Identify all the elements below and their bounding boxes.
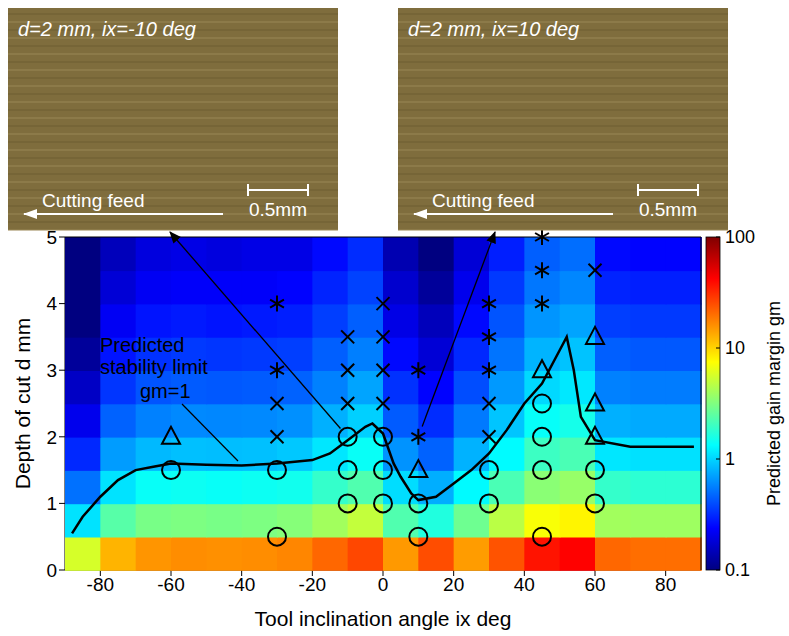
svg-text:Cutting feed: Cutting feed [42,190,144,211]
svg-text:-80: -80 [87,574,114,595]
svg-text:Predicted gain margin gm: Predicted gain margin gm [764,301,784,506]
svg-text:d=2 mm, ix=10 deg: d=2 mm, ix=10 deg [408,18,579,40]
svg-text:0.5mm: 0.5mm [249,199,307,220]
svg-text:gm=1: gm=1 [140,380,191,402]
svg-text:40: 40 [514,574,535,595]
svg-text:5: 5 [46,227,57,248]
svg-text:2: 2 [46,427,57,448]
svg-text:d=2 mm, ix=-10 deg: d=2 mm, ix=-10 deg [18,18,196,40]
svg-text:20: 20 [443,574,464,595]
svg-text:1: 1 [46,493,57,514]
svg-text:-20: -20 [299,574,326,595]
svg-text:Tool inclination angle ix deg: Tool inclination angle ix deg [255,607,512,630]
svg-text:1: 1 [725,449,735,469]
svg-text:0: 0 [46,560,57,581]
svg-text:80: 80 [655,574,676,595]
svg-text:0.1: 0.1 [725,560,750,580]
svg-text:0: 0 [378,574,389,595]
svg-text:3: 3 [46,360,57,381]
svg-text:-60: -60 [157,574,184,595]
svg-text:100: 100 [725,227,755,247]
svg-text:Depth of cut d mm: Depth of cut d mm [11,318,34,490]
svg-text:4: 4 [46,293,57,314]
svg-text:0.5mm: 0.5mm [639,199,697,220]
svg-text:stability limit: stability limit [100,356,208,378]
svg-text:Predicted: Predicted [100,334,185,356]
svg-text:10: 10 [725,338,745,358]
svg-text:-40: -40 [228,574,255,595]
svg-text:60: 60 [584,574,605,595]
svg-text:Cutting feed: Cutting feed [432,190,534,211]
